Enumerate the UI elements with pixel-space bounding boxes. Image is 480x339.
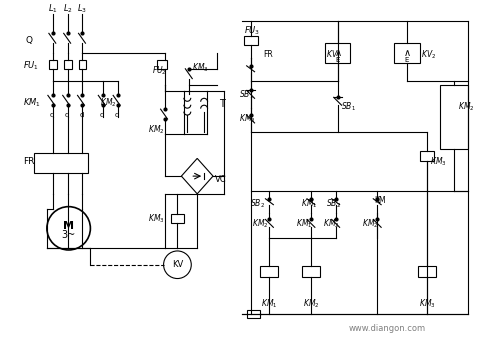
Text: M: M bbox=[63, 221, 74, 231]
Text: $KM_1$: $KM_1$ bbox=[23, 96, 41, 108]
Text: $KM_2$: $KM_2$ bbox=[252, 217, 268, 230]
Text: $KV_1$: $KV_1$ bbox=[326, 49, 341, 61]
Bar bbox=[261, 266, 278, 277]
Bar bbox=[170, 214, 184, 223]
Text: KM: KM bbox=[374, 196, 386, 205]
Bar bbox=[34, 154, 88, 173]
Text: E: E bbox=[405, 57, 409, 63]
Text: $KM_3$: $KM_3$ bbox=[239, 113, 255, 125]
Text: T: T bbox=[219, 99, 225, 109]
Text: $\wedge$: $\wedge$ bbox=[403, 48, 411, 58]
Text: $SB_2$: $SB_2$ bbox=[326, 197, 341, 210]
Bar bbox=[247, 310, 261, 318]
Text: $\wedge$: $\wedge$ bbox=[334, 48, 342, 58]
Text: $FU_2$: $FU_2$ bbox=[152, 64, 167, 77]
Text: $KM_2$: $KM_2$ bbox=[362, 217, 379, 230]
Text: $KM_2$: $KM_2$ bbox=[323, 217, 339, 230]
Text: E: E bbox=[336, 57, 340, 63]
Bar bbox=[325, 43, 350, 63]
Text: d: d bbox=[49, 112, 54, 118]
Text: $KM_3$: $KM_3$ bbox=[192, 62, 209, 74]
Text: $L_3$: $L_3$ bbox=[77, 2, 87, 15]
Bar bbox=[64, 60, 72, 69]
Text: $KM_2$: $KM_2$ bbox=[100, 96, 117, 108]
Text: $KM_2$: $KM_2$ bbox=[148, 124, 164, 136]
Text: $FU_1$: $FU_1$ bbox=[23, 60, 39, 72]
Bar bbox=[49, 60, 57, 69]
Bar bbox=[244, 36, 258, 45]
Text: $SB_1$: $SB_1$ bbox=[239, 88, 254, 101]
Text: d: d bbox=[64, 112, 69, 118]
Text: d: d bbox=[100, 112, 105, 118]
Text: 3~: 3~ bbox=[61, 230, 76, 240]
Text: $KV_2$: $KV_2$ bbox=[420, 49, 436, 61]
Text: d: d bbox=[115, 112, 120, 118]
Text: $KM_1$: $KM_1$ bbox=[262, 298, 278, 311]
Text: $KM_1$: $KM_1$ bbox=[296, 217, 312, 230]
Bar bbox=[441, 84, 468, 148]
Text: $KM_1$: $KM_1$ bbox=[301, 197, 317, 210]
Text: $L_1$: $L_1$ bbox=[48, 2, 58, 15]
Bar bbox=[394, 43, 420, 63]
Bar bbox=[302, 266, 320, 277]
Text: $L_2$: $L_2$ bbox=[63, 2, 72, 15]
Text: $KM_3$: $KM_3$ bbox=[148, 212, 164, 225]
Text: Q: Q bbox=[25, 36, 32, 45]
Text: KV: KV bbox=[172, 260, 183, 269]
Bar bbox=[156, 60, 167, 69]
Text: $KM_2$: $KM_2$ bbox=[303, 298, 320, 311]
Text: $FU_3$: $FU_3$ bbox=[244, 24, 260, 37]
Bar bbox=[418, 266, 435, 277]
Bar bbox=[79, 60, 86, 69]
Text: www.diangon.com: www.diangon.com bbox=[348, 324, 426, 333]
Text: FR: FR bbox=[23, 157, 35, 166]
Text: $SB_1$: $SB_1$ bbox=[341, 101, 356, 114]
Text: $SB_2$: $SB_2$ bbox=[250, 197, 264, 210]
Bar bbox=[420, 152, 433, 161]
Text: $KM_2$: $KM_2$ bbox=[458, 101, 475, 114]
Text: $KM_3$: $KM_3$ bbox=[419, 298, 435, 311]
Text: d: d bbox=[79, 112, 84, 118]
Text: FR: FR bbox=[264, 51, 273, 60]
Text: $KM_3$: $KM_3$ bbox=[430, 155, 446, 167]
Text: VC: VC bbox=[215, 175, 227, 184]
